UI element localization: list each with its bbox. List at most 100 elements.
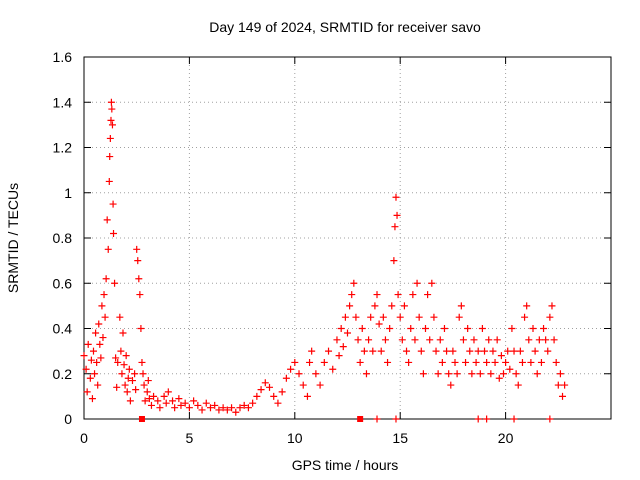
data-point (232, 408, 240, 416)
y-tick-label: 0.8 (53, 230, 73, 246)
data-point (110, 229, 118, 237)
data-points (80, 98, 569, 423)
data-point (357, 416, 364, 422)
data-point (388, 302, 396, 310)
y-axis-label: SRMTID / TECUs (5, 183, 21, 293)
data-point (510, 347, 518, 355)
data-point (117, 347, 125, 355)
y-tick-label: 0.2 (53, 366, 73, 382)
data-point (175, 395, 183, 403)
data-point (266, 383, 274, 391)
data-point (97, 354, 105, 362)
data-point (394, 291, 402, 299)
data-point (249, 399, 257, 407)
data-point (140, 381, 148, 389)
data-point (112, 354, 120, 362)
data-point (114, 358, 122, 366)
data-point (335, 352, 343, 360)
data-point (144, 377, 152, 385)
data-point (141, 397, 149, 405)
data-point (510, 415, 518, 423)
data-point (325, 347, 333, 355)
data-point (499, 370, 507, 378)
data-point (417, 347, 425, 355)
data-point (132, 386, 140, 394)
data-point (136, 291, 144, 299)
data-point (98, 302, 106, 310)
data-point (393, 211, 401, 219)
data-point (128, 377, 136, 385)
data-point (535, 336, 543, 344)
data-point (131, 370, 139, 378)
data-point (154, 397, 162, 405)
data-point (344, 329, 351, 337)
data-point (160, 392, 168, 400)
data-point (83, 388, 91, 396)
data-point (287, 365, 295, 373)
data-point (493, 336, 501, 344)
data-point (80, 352, 88, 360)
data-point (348, 291, 356, 299)
data-point (236, 404, 244, 412)
data-point (379, 313, 387, 321)
data-point (432, 347, 440, 355)
data-point (181, 399, 189, 407)
data-point (518, 358, 526, 366)
data-point (137, 325, 145, 332)
data-point (89, 347, 97, 355)
data-point (514, 381, 522, 389)
data-point (367, 313, 375, 321)
data-point (257, 386, 265, 394)
data-point (481, 347, 489, 355)
data-point (320, 358, 328, 366)
data-point (206, 404, 214, 412)
data-point (119, 329, 127, 337)
data-point (126, 397, 134, 405)
data-point (138, 358, 146, 366)
data-point (198, 406, 206, 414)
data-point (124, 374, 132, 382)
data-point (375, 320, 383, 328)
data-point (396, 313, 404, 321)
x-tick-label: 0 (80, 430, 88, 446)
data-point (123, 388, 131, 396)
data-point (162, 399, 170, 407)
data-point (449, 347, 457, 355)
data-point (443, 347, 451, 355)
data-point (171, 404, 179, 412)
data-point (436, 336, 444, 344)
data-point (356, 358, 364, 366)
data-point (413, 279, 421, 287)
data-point (546, 313, 554, 321)
data-point (426, 336, 434, 344)
data-point (219, 404, 227, 412)
data-point (86, 374, 94, 382)
data-point (550, 336, 558, 344)
data-point (96, 340, 104, 348)
data-point (497, 352, 505, 360)
data-point (104, 245, 112, 253)
plot-frame (83, 56, 612, 420)
data-point (369, 347, 377, 355)
data-point (143, 388, 151, 396)
data-point (537, 358, 545, 366)
data-point (478, 325, 486, 332)
data-point (495, 374, 503, 382)
data-point (358, 325, 366, 332)
data-point (521, 313, 529, 321)
data-point (177, 401, 185, 409)
data-point (459, 336, 467, 344)
data-point (554, 381, 562, 389)
data-point (384, 358, 392, 366)
data-point (527, 358, 535, 366)
data-point (107, 116, 115, 124)
data-point (253, 392, 261, 400)
data-point (118, 370, 126, 378)
data-point (434, 370, 442, 378)
y-tick-label: 1.2 (53, 140, 73, 156)
data-point (261, 379, 269, 387)
data-point (354, 336, 362, 344)
data-point (485, 336, 493, 344)
data-point (377, 347, 385, 355)
